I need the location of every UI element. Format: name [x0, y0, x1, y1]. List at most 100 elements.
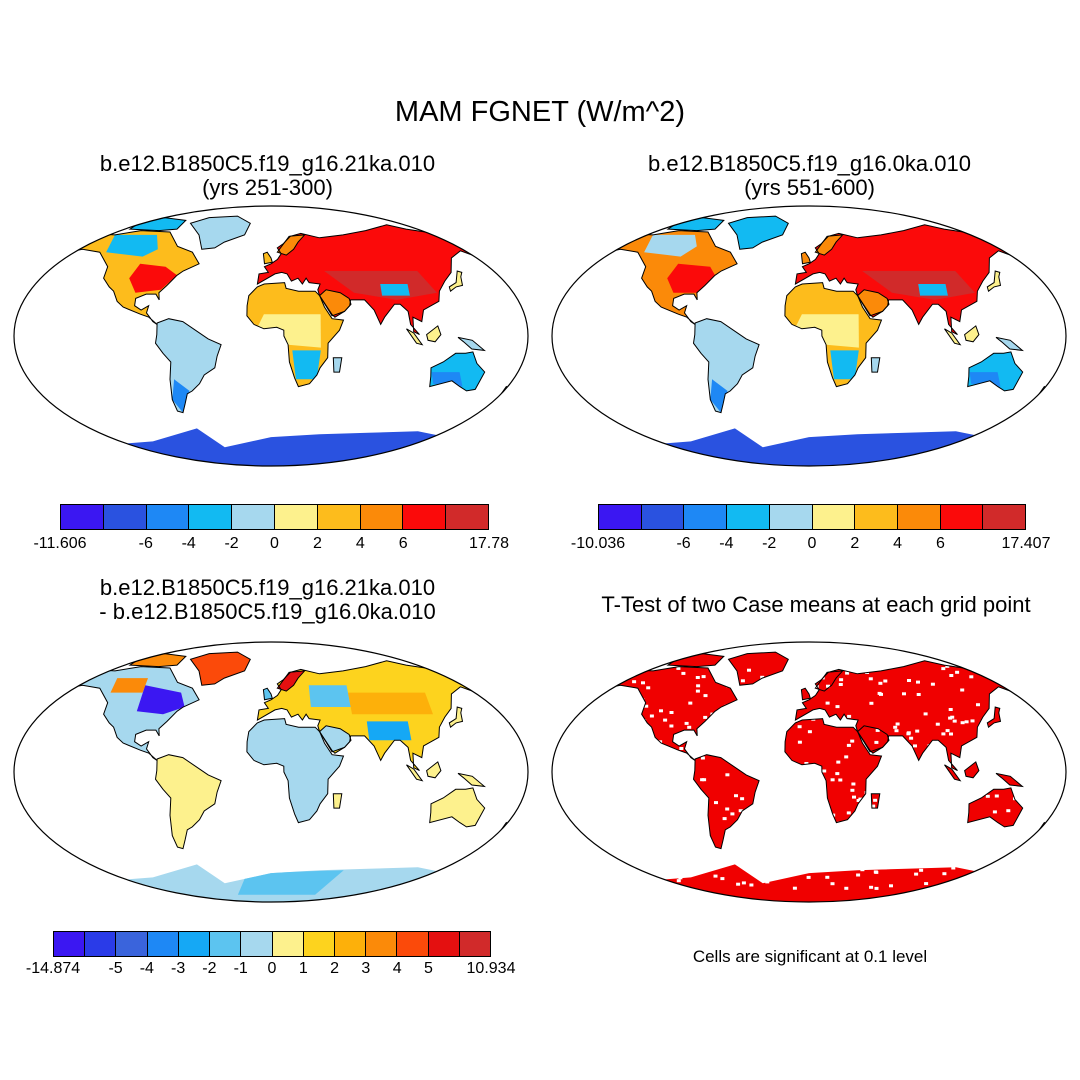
land-britain [801, 688, 811, 700]
nonsignificant-cell [945, 664, 950, 668]
nonsignificant-cell [1023, 814, 1028, 818]
coastline-borneo [426, 325, 442, 343]
nonsignificant-cell [638, 872, 643, 876]
nonsignificant-cell [795, 767, 800, 771]
nonsignificant-cell [720, 877, 725, 881]
nonsignificant-cell [938, 745, 943, 749]
nonsignificant-cell [838, 846, 843, 850]
nonsignificant-cell [1004, 836, 1008, 840]
coastline-southAmerica [154, 754, 222, 850]
colorbar-tick-label: -2 [224, 535, 239, 552]
nonsignificant-cell [895, 722, 900, 726]
nonsignificant-cell [869, 701, 874, 705]
coastline-northAmerica [602, 230, 738, 325]
coastline-newGuinea [457, 336, 486, 352]
nonsignificant-cell [595, 804, 600, 808]
coastline-borneo [964, 761, 980, 779]
nonsignificant-cell [700, 854, 705, 858]
nonsignificant-cell [861, 801, 866, 805]
nonsignificant-cell [795, 665, 800, 669]
nonsignificant-cell [661, 884, 666, 888]
nonsignificant-cell [617, 795, 622, 799]
nonsignificant-cell [759, 867, 764, 871]
nonsignificant-cell [588, 711, 593, 715]
nonsignificant-cell [994, 794, 999, 798]
land-australia [967, 787, 1023, 827]
land-borneo [964, 325, 979, 342]
nonsignificant-cell [792, 886, 797, 890]
nonsignificant-cell [644, 704, 649, 708]
colorbar-swatch [897, 505, 941, 529]
nonsignificant-cell [924, 882, 929, 886]
nonsignificant-cell [586, 800, 591, 804]
nonsignificant-cell [760, 675, 765, 679]
nonsignificant-cell [977, 864, 982, 868]
nonsignificant-cell [934, 809, 939, 812]
nonsignificant-cell [783, 848, 788, 851]
coastline-eurasia [256, 660, 496, 772]
nonsignificant-cell [846, 811, 851, 815]
nonsignificant-cell [649, 714, 654, 718]
coastline-africa [246, 282, 345, 388]
nonsignificant-cell [992, 751, 997, 755]
nonsignificant-cell [951, 866, 956, 870]
nonsignificant-cell [836, 760, 841, 764]
nonsignificant-cell [638, 710, 643, 713]
nonsignificant-cell [847, 714, 852, 718]
nonsignificant-cell [632, 680, 637, 684]
panel-3-title: b.e12.B1850C5.f19_g16.21ka.010 - b.e12.B… [40, 576, 495, 624]
nonsignificant-cell [703, 694, 708, 698]
nonsignificant-cell [696, 850, 701, 854]
coastline-scandinavia [276, 234, 306, 256]
nonsignificant-cell [826, 825, 831, 829]
coastline-greenland [727, 651, 789, 686]
coastline-britain [800, 251, 811, 265]
nonsignificant-cell [676, 760, 681, 764]
nonsignificant-cell [850, 788, 855, 792]
nonsignificant-cell [741, 881, 746, 885]
nonsignificant-cell [688, 701, 693, 705]
panel-4-map [551, 641, 1067, 903]
coastline-southAmerica [154, 318, 222, 414]
nonsignificant-cell [741, 864, 746, 868]
nonsignificant-cell [1020, 708, 1025, 712]
coastline-sumatra [944, 328, 962, 346]
nonsignificant-cell [1001, 732, 1006, 736]
nonsignificant-cell [792, 852, 797, 856]
nonsignificant-cell [856, 860, 861, 864]
nonsignificant-cell [835, 705, 840, 709]
nonsignificant-cell [797, 740, 802, 744]
land-canadaIslands [668, 217, 724, 231]
coastline-madagascar [332, 357, 343, 373]
nonsignificant-cell [937, 857, 942, 861]
nonsignificant-cell [891, 848, 896, 851]
nonsignificant-cell [1017, 718, 1022, 722]
nonsignificant-cell [850, 739, 855, 743]
nonsignificant-cell [791, 693, 796, 697]
nonsignificant-cell [718, 666, 723, 670]
coastline-australia [967, 787, 1024, 828]
nonsignificant-cell [642, 719, 647, 723]
nonsignificant-cell [644, 837, 649, 841]
coastline-japan [986, 706, 1002, 729]
colorbar-swatch [317, 505, 361, 529]
nonsignificant-cell [964, 793, 969, 796]
panel-2-title: b.e12.B1850C5.f19_g16.0ka.010 (yrs 551-6… [582, 152, 1037, 200]
nonsignificant-cell [1019, 819, 1023, 823]
nonsignificant-cell [762, 775, 767, 779]
coastline-africa [784, 282, 883, 388]
coastline-northAmerica [602, 666, 738, 761]
nonsignificant-cell [713, 874, 718, 878]
nonsignificant-cell [583, 810, 588, 814]
land-canadaIslands [668, 653, 724, 667]
nonsignificant-cell [701, 675, 706, 679]
nonsignificant-cell [637, 725, 642, 729]
coastline-newGuinea [995, 336, 1024, 352]
colorbar-tick-label: 10.934 [466, 960, 516, 977]
nonsignificant-cell [906, 732, 911, 736]
nonsignificant-cell [601, 807, 606, 811]
nonsignificant-cell [625, 788, 630, 792]
coastline-japan [448, 706, 464, 729]
coastline-greenland [727, 215, 789, 250]
nonsignificant-cell [790, 836, 795, 840]
